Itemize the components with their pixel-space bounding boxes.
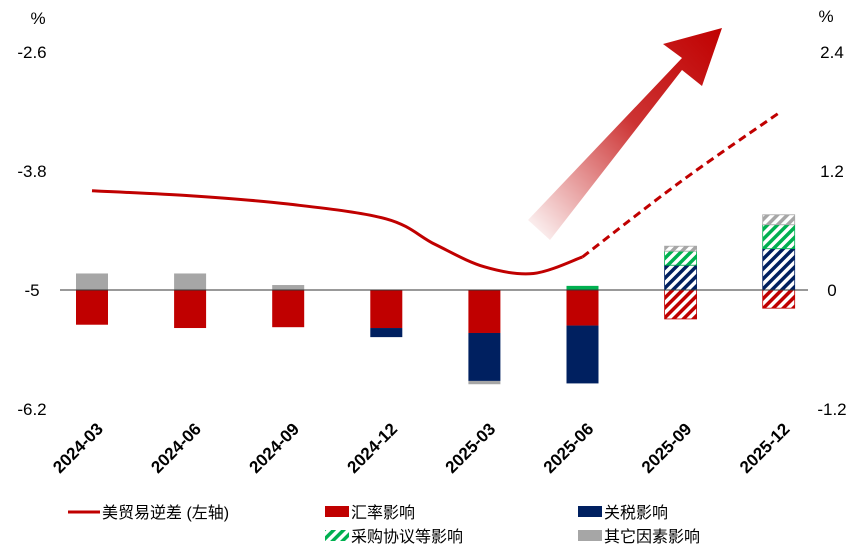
bar-2024-06-3 — [174, 273, 207, 290]
bar-2024-03-3 — [76, 273, 108, 290]
bar-2025-12-0 — [762, 289, 796, 309]
bar-2025-06-2 — [566, 285, 599, 290]
legend-label: 关税影响 — [604, 504, 668, 522]
x-tick-label: 2025-06 — [540, 419, 598, 477]
x-tick-label: 2025-12 — [736, 419, 794, 477]
x-tick-label: 2024-09 — [245, 419, 303, 477]
trend-arrow-icon — [528, 28, 722, 240]
bar-2025-03-1 — [468, 332, 501, 381]
bar-2025-03-0 — [468, 290, 501, 333]
right-tick-label: 1.2 — [820, 162, 844, 181]
x-tick-label: 2024-06 — [147, 419, 205, 477]
bar-2025-06-1 — [566, 325, 599, 384]
left-tick-label: -3.8 — [17, 162, 46, 181]
trade-deficit-forecast-line — [581, 111, 780, 259]
bar-2024-12-1 — [370, 328, 403, 338]
bar-2025-06-0 — [566, 290, 599, 326]
right-tick-label: -1.2 — [817, 400, 846, 419]
legend-label: 汇率影响 — [351, 504, 415, 522]
legend-label: 采购协议等影响 — [351, 528, 463, 546]
bar-2025-03-3 — [468, 380, 501, 385]
bar-2025-12-3 — [762, 214, 796, 226]
bar-2025-09-0 — [664, 289, 697, 320]
bar-2024-06-0 — [174, 290, 207, 329]
legend-swatch — [578, 506, 602, 517]
bar-2024-09-0 — [272, 290, 305, 328]
left-unit: % — [30, 9, 45, 28]
legend-swatch — [325, 530, 349, 541]
bar-2024-09-3 — [272, 285, 305, 290]
legend-swatch — [325, 506, 349, 517]
bar-2025-12-1 — [762, 248, 796, 291]
arrow-shape — [528, 28, 722, 240]
left-tick-label: -6.2 — [17, 400, 46, 419]
x-tick-label: 2024-03 — [49, 419, 107, 477]
x-tick-label: 2025-09 — [638, 419, 696, 477]
bar-2025-12-2 — [762, 224, 796, 250]
right-tick-label: 2.4 — [820, 43, 844, 62]
bar-2025-09-3 — [664, 245, 697, 252]
bar-2025-09-2 — [664, 250, 697, 266]
left-tick-label: -5 — [24, 281, 39, 300]
legend-label: 其它因素影响 — [604, 528, 700, 546]
legend-swatch — [578, 530, 602, 541]
right-tick-label: 0 — [827, 281, 836, 300]
x-tick-label: 2024-12 — [344, 419, 402, 477]
bar-2024-03-0 — [76, 290, 108, 325]
left-tick-label: -2.6 — [17, 43, 46, 62]
bar-2025-09-1 — [664, 264, 697, 291]
legend-label: 美贸易逆差 (左轴) — [102, 504, 229, 522]
right-unit: % — [818, 7, 833, 26]
x-tick-label: 2025-03 — [442, 419, 500, 477]
trade-deficit-line — [91, 189, 584, 276]
bar-2024-12-0 — [370, 290, 403, 329]
